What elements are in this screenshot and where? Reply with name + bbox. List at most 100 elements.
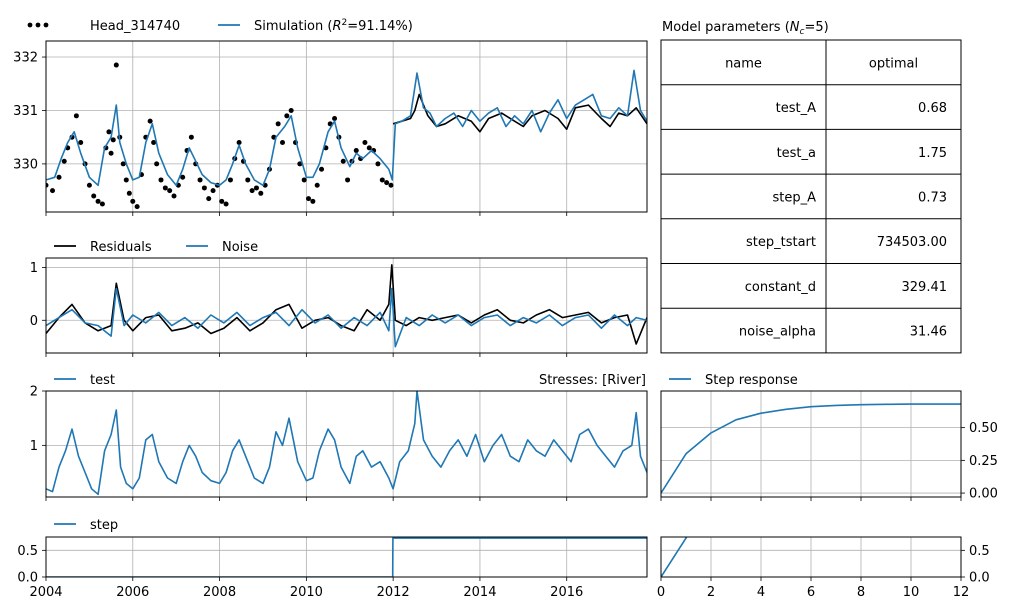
y-tick-label: 1 — [30, 261, 38, 276]
y-tick-label: 331 — [13, 104, 38, 119]
table-cell-parameter-value: 1.75 — [918, 146, 947, 161]
data-point — [319, 166, 325, 172]
x-tick-label: 10 — [903, 585, 920, 600]
block-response-series — [661, 537, 688, 577]
y-tick-label: 0 — [30, 314, 38, 329]
step-response-legend: Step response — [669, 373, 798, 388]
block-response-ticks: 0 2 4 6 8 10 120.0 0.5 — [657, 544, 990, 600]
data-point — [126, 190, 132, 196]
residuals-panel: Residuals Noise 0 1 — [30, 240, 648, 357]
x-tick-label: 2008 — [203, 585, 236, 600]
data-point — [180, 174, 186, 180]
series-line — [46, 537, 647, 577]
data-point — [340, 158, 346, 164]
data-point — [210, 188, 216, 194]
table-frame — [660, 39, 962, 354]
data-point — [151, 140, 157, 146]
x-tick-label: 12 — [953, 585, 970, 600]
table-header-optimal: optimal — [869, 56, 918, 71]
legend-marker-head — [35, 22, 41, 28]
legend-label-residuals: Residuals — [90, 240, 152, 255]
step-response-ticks: 0.00 0.25 0.50 — [660, 421, 998, 502]
fit-grid — [45, 41, 647, 212]
fit-panel: Head_314740 Simulation (R2=91.14%) 330 33… — [13, 18, 648, 216]
data-point — [130, 198, 136, 204]
data-point — [236, 140, 242, 146]
data-point — [288, 107, 294, 113]
table-header-name: name — [725, 56, 762, 71]
data-point — [123, 177, 129, 183]
data-point — [279, 140, 285, 146]
step-axes-frame — [45, 536, 648, 578]
table-cell-parameter-value: 734503.00 — [877, 235, 947, 250]
data-point — [106, 129, 112, 135]
data-point — [73, 113, 79, 119]
series-line — [661, 403, 961, 494]
series-line — [46, 287, 647, 348]
y-tick-label: 0.0 — [969, 571, 990, 586]
data-point — [258, 190, 264, 196]
step-legend: step — [54, 518, 118, 533]
data-point — [197, 177, 203, 183]
x-tick-label: 2010 — [290, 585, 323, 600]
data-point — [388, 182, 394, 188]
table-cell-parameter-value: 0.68 — [918, 101, 947, 116]
data-point — [223, 201, 229, 207]
series-line — [46, 69, 647, 187]
fit-ticks: 330 331 332 — [13, 51, 568, 216]
data-point — [249, 188, 255, 194]
table-cell-parameter-name: step_tstart — [746, 235, 816, 250]
legend-label-noise: Noise — [222, 240, 258, 255]
x-tick-label: 2004 — [29, 585, 62, 600]
residuals-axes-frame — [45, 257, 648, 354]
series-line — [46, 391, 647, 496]
data-point — [345, 177, 351, 183]
test-contribution-panel: test Stresses: [River] 12 — [30, 373, 648, 501]
fit-legend: Head_314740 Simulation (R2=91.14%) — [27, 18, 413, 34]
step-series — [46, 537, 647, 577]
series-line — [661, 537, 688, 577]
table-cell-parameter-value: 329.41 — [902, 280, 948, 295]
x-tick-label: 2016 — [550, 585, 583, 600]
data-point — [78, 140, 84, 146]
data-point — [50, 188, 56, 194]
x-tick-label: 2012 — [377, 585, 410, 600]
table-cell-parameter-value: 31.46 — [910, 325, 947, 340]
y-tick-label: 330 — [13, 157, 38, 172]
data-point — [201, 185, 207, 191]
data-point — [362, 140, 368, 146]
x-tick-label: 2014 — [463, 585, 496, 600]
data-point — [379, 177, 385, 183]
data-point — [284, 113, 290, 119]
data-point — [275, 121, 281, 127]
data-point — [154, 161, 160, 167]
x-tick-label: 6 — [807, 585, 815, 600]
x-tick-label: 8 — [857, 585, 865, 600]
table-cell-parameter-name: noise_alpha — [739, 325, 816, 340]
data-point — [301, 177, 307, 183]
step-contribution-panel: step 2004 2006 2008 2010 2012 2014 2016 0.0 0.5 — [17, 518, 648, 600]
data-point — [99, 201, 105, 207]
data-point — [314, 182, 320, 188]
legend-marker-head — [27, 22, 33, 28]
data-point — [110, 137, 116, 143]
data-point — [227, 177, 233, 183]
parameters-table-body: name optimal test_A 0.68 test_a 1.75 step_A 0.7… — [660, 39, 962, 354]
data-point — [253, 185, 259, 191]
legend-label-head: Head_314740 — [90, 19, 180, 34]
test-axes-frame — [45, 390, 648, 498]
data-point — [306, 196, 312, 202]
data-point — [332, 115, 338, 121]
data-point — [95, 198, 101, 204]
y-tick-label: 0.5 — [969, 544, 990, 559]
data-point — [46, 182, 49, 188]
block-response-axes-frame — [660, 536, 962, 578]
x-tick-label: 2 — [707, 585, 715, 600]
data-point — [91, 193, 97, 199]
step-ticks: 2004 2006 2008 2010 2012 2014 2016 0.0 0.5 — [17, 544, 583, 600]
data-point — [206, 196, 212, 202]
legend-label-test: test — [90, 373, 115, 388]
y-tick-label: 1 — [30, 439, 38, 454]
x-tick-label: 2006 — [116, 585, 149, 600]
